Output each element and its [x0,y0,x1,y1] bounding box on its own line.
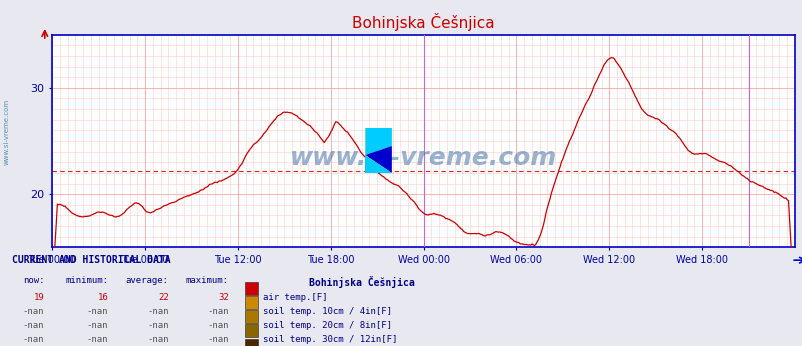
FancyBboxPatch shape [245,324,257,337]
Text: soil temp. 30cm / 12in[F]: soil temp. 30cm / 12in[F] [263,335,397,344]
Text: -nan: -nan [147,307,168,316]
Text: air temp.[F]: air temp.[F] [263,293,327,302]
Text: 19: 19 [34,293,44,302]
Text: soil temp. 20cm / 8in[F]: soil temp. 20cm / 8in[F] [263,321,392,330]
Polygon shape [365,128,391,155]
Text: -nan: -nan [207,307,229,316]
Text: -nan: -nan [207,321,229,330]
Text: -nan: -nan [207,335,229,344]
Text: -nan: -nan [147,335,168,344]
Polygon shape [365,146,391,173]
Text: -nan: -nan [22,307,44,316]
Title: Bohinjska Češnjica: Bohinjska Češnjica [352,13,494,31]
FancyBboxPatch shape [245,338,257,346]
Text: www.si-vreme.com: www.si-vreme.com [3,98,10,165]
Text: -nan: -nan [87,321,108,330]
Text: 32: 32 [218,293,229,302]
Text: 22: 22 [158,293,168,302]
Polygon shape [365,128,391,155]
Text: soil temp. 10cm / 4in[F]: soil temp. 10cm / 4in[F] [263,307,392,316]
Text: maximum:: maximum: [185,276,229,285]
Text: minimum:: minimum: [65,276,108,285]
Text: -nan: -nan [87,335,108,344]
Text: -nan: -nan [147,321,168,330]
Text: CURRENT AND HISTORICAL DATA: CURRENT AND HISTORICAL DATA [12,255,171,265]
Text: average:: average: [125,276,168,285]
Text: -nan: -nan [22,335,44,344]
Text: -nan: -nan [22,321,44,330]
Text: Bohinjska Češnjica: Bohinjska Češnjica [309,276,415,288]
Polygon shape [365,155,391,173]
Text: www.si-vreme.com: www.si-vreme.com [290,146,557,170]
Text: -nan: -nan [87,307,108,316]
FancyBboxPatch shape [245,282,257,295]
FancyBboxPatch shape [245,295,257,309]
Text: 16: 16 [98,293,108,302]
Text: now:: now: [22,276,44,285]
FancyBboxPatch shape [245,310,257,322]
